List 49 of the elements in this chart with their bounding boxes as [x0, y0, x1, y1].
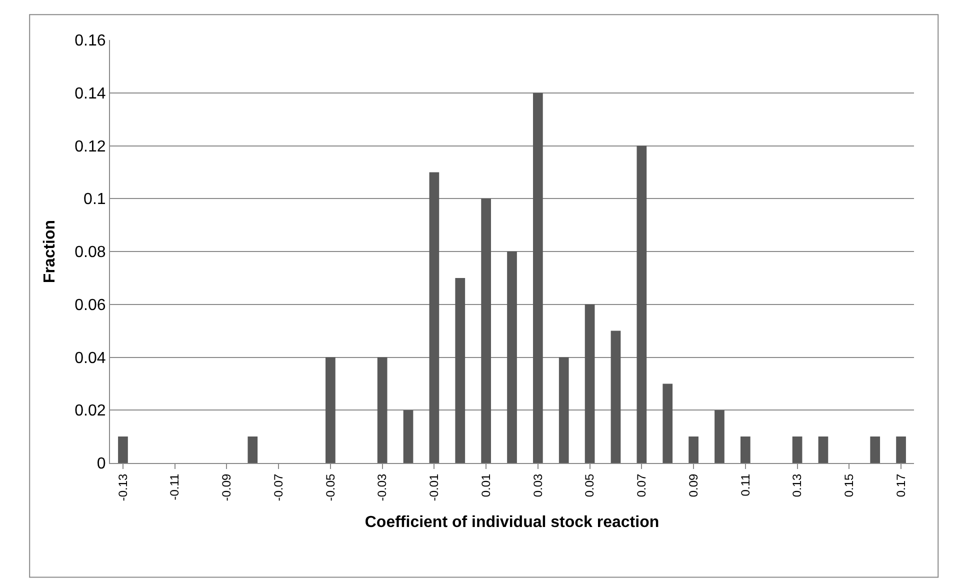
bar [533, 92, 543, 463]
y-tick-label: 0.02 [74, 402, 106, 420]
x-tick-label: 0.11 [738, 473, 752, 496]
x-tick-label: 0.05 [582, 473, 597, 498]
x-tick-label: 0.13 [790, 473, 804, 498]
y-tick-label: 0.06 [74, 296, 106, 314]
bar [481, 198, 491, 463]
y-tick-label: 0.1 [84, 191, 106, 208]
bar [248, 436, 258, 463]
bar [377, 357, 388, 463]
x-tick-label: 0.09 [686, 473, 700, 498]
bar [792, 436, 802, 463]
bar [688, 436, 698, 463]
x-tick-label: -0.01 [427, 473, 442, 502]
bar [818, 436, 828, 463]
bar [507, 252, 517, 463]
bar [429, 172, 440, 463]
bar [662, 384, 673, 463]
x-axis-title: Coefficient of individual stock reaction [364, 514, 660, 531]
y-tick-label: 0.16 [74, 32, 106, 50]
y-tick-label: 0.08 [74, 244, 106, 262]
bar [584, 304, 595, 463]
bar [455, 278, 466, 463]
x-tick-label: -0.09 [220, 473, 234, 502]
x-tick-label: -0.03 [375, 473, 390, 502]
x-tick-label: 0.03 [530, 473, 545, 498]
bar [636, 146, 647, 463]
x-tick-label: 0.01 [478, 473, 493, 498]
bar [403, 410, 414, 463]
x-tick-label: -0.07 [271, 473, 286, 502]
bar [326, 357, 336, 463]
x-tick-label: -0.05 [323, 473, 338, 502]
x-tick-label: 0.15 [842, 473, 856, 498]
x-tick-label: 0.07 [634, 473, 649, 498]
y-tick-label: 0.12 [74, 138, 106, 156]
bar [896, 436, 906, 463]
y-tick-label: 0 [96, 456, 106, 473]
bar [870, 436, 880, 463]
x-tick-label: -0.11 [168, 473, 182, 500]
bar [714, 410, 724, 463]
bar [558, 357, 569, 463]
x-tick-label: -0.13 [116, 473, 130, 502]
y-axis-title: Fraction [42, 220, 59, 284]
bar [610, 330, 621, 463]
y-tick-label: 0.04 [74, 350, 106, 367]
x-tick-label: 0.17 [894, 473, 908, 498]
y-tick-label: 0.14 [74, 85, 106, 102]
bar [740, 436, 750, 463]
bar [118, 436, 128, 463]
